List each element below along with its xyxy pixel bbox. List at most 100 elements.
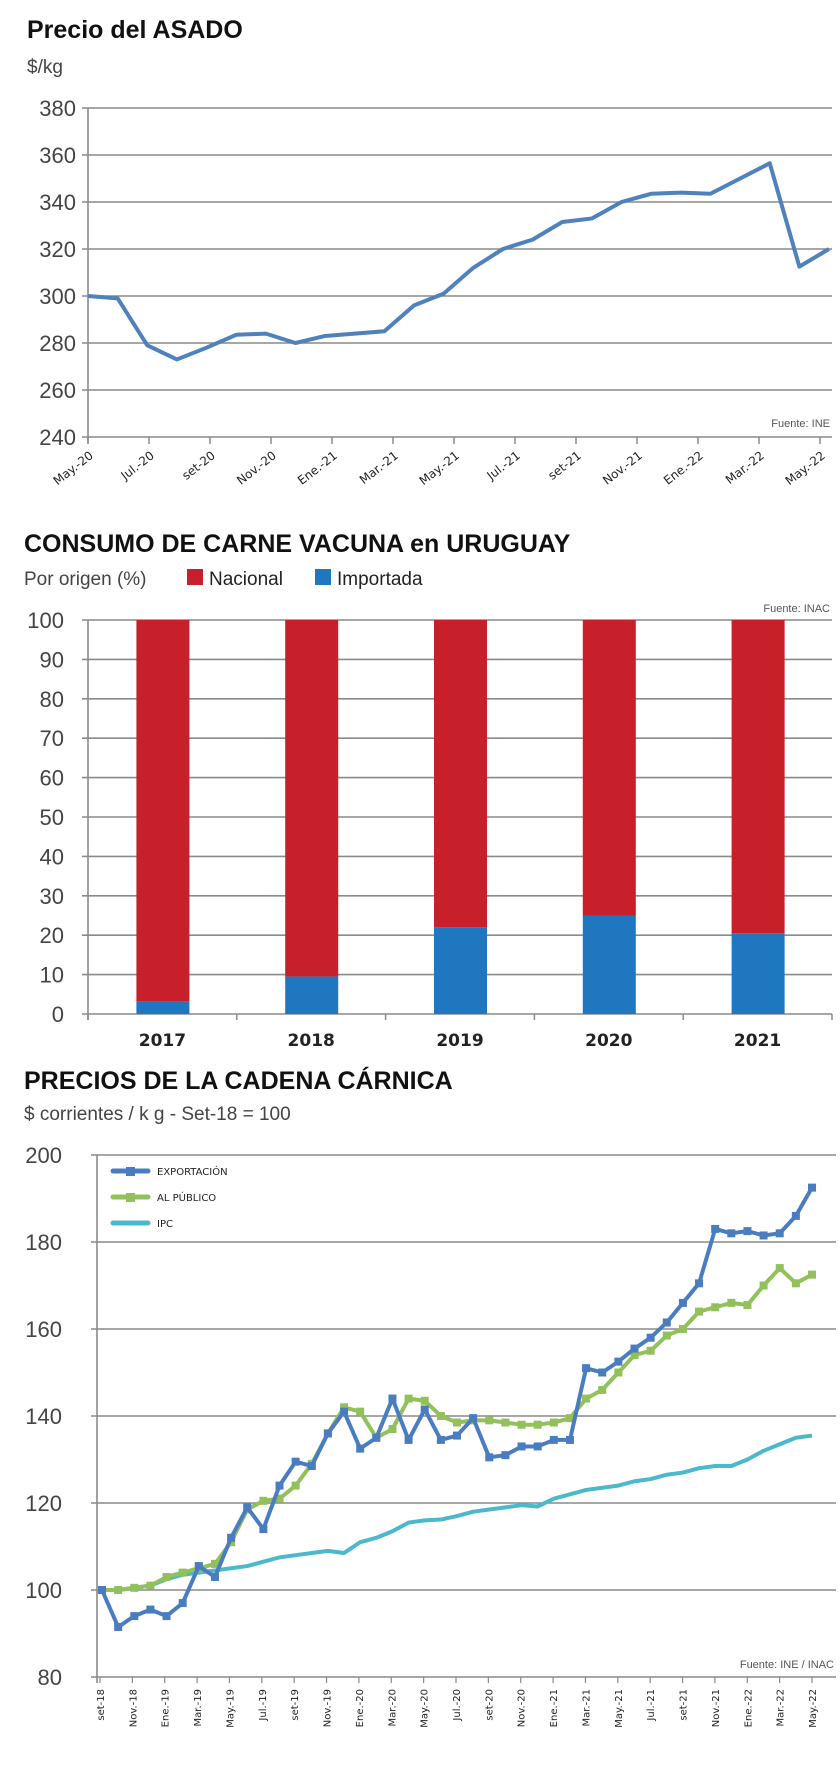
x-tick-label: 2018 xyxy=(288,1031,335,1051)
y-tick-label: 50 xyxy=(40,805,64,830)
data-point xyxy=(388,1394,397,1403)
data-point xyxy=(146,1581,155,1590)
data-point xyxy=(243,1503,252,1512)
data-point xyxy=(533,1442,542,1451)
data-point xyxy=(743,1301,752,1310)
legend-label: IPC xyxy=(157,1219,173,1230)
legend-marker xyxy=(126,1193,135,1202)
source-note: Fuente: INE / INAC xyxy=(740,1659,834,1671)
data-point xyxy=(565,1414,574,1423)
x-tick-label: Mar.-22 xyxy=(776,1689,787,1726)
x-tick-label: May.-22 xyxy=(808,1689,819,1728)
data-point xyxy=(275,1481,284,1490)
x-tick-label: 2020 xyxy=(585,1031,632,1051)
y-tick-label: 40 xyxy=(40,844,64,869)
data-point xyxy=(323,1429,332,1438)
data-point xyxy=(469,1414,478,1423)
x-tick-label: May.-21 xyxy=(614,1689,625,1728)
legend-marker xyxy=(126,1167,135,1176)
bar-importada-2018 xyxy=(285,976,339,1014)
data-point xyxy=(114,1586,123,1594)
x-tick-label: May.-20 xyxy=(420,1689,431,1728)
x-tick-label: Mar.-22 xyxy=(723,448,767,487)
x-tick-label: Nov.-19 xyxy=(323,1689,334,1727)
x-tick-label: Jul.-21 xyxy=(646,1689,657,1722)
x-tick-label: set-21 xyxy=(545,448,584,482)
y-tick-label: 320 xyxy=(39,237,76,262)
x-tick-label: Nov.-21 xyxy=(600,448,645,487)
x-tick-label: Jul.-20 xyxy=(452,1689,463,1722)
legend-swatch-nacional xyxy=(187,569,203,585)
data-point xyxy=(114,1622,123,1631)
x-tick-label: 2019 xyxy=(436,1031,483,1051)
data-point xyxy=(549,1418,558,1427)
data-point xyxy=(178,1568,187,1577)
data-point xyxy=(614,1357,623,1366)
series-line-EXPORTACIÓN xyxy=(100,1186,814,1629)
data-point xyxy=(630,1344,639,1353)
y-tick-label: 340 xyxy=(39,190,76,215)
data-point xyxy=(275,1494,284,1503)
data-point xyxy=(501,1451,510,1460)
y-tick-label: 10 xyxy=(40,963,64,988)
y-tick-label: 20 xyxy=(40,923,64,948)
y-tick-label: 30 xyxy=(40,884,64,909)
data-point xyxy=(630,1351,639,1360)
x-tick-label: May.-20 xyxy=(51,448,96,488)
data-point xyxy=(678,1325,687,1333)
data-point xyxy=(743,1227,752,1236)
x-tick-label: Ene.-21 xyxy=(295,448,340,487)
data-point xyxy=(162,1612,171,1621)
x-tick-label: Nov.-20 xyxy=(234,448,279,487)
source-note: Fuente: INE xyxy=(771,418,830,430)
x-tick-label: May.-22 xyxy=(783,448,828,488)
data-point xyxy=(678,1298,687,1307)
data-point xyxy=(420,1396,429,1405)
chart-title: Precio del ASADO xyxy=(27,16,243,44)
x-tick-label: set-20 xyxy=(484,1689,495,1721)
data-point xyxy=(227,1533,236,1542)
chart-subtitle: $ corrientes / k g - Set-18 = 100 xyxy=(24,1104,291,1125)
x-tick-label: Ene.-20 xyxy=(355,1689,366,1727)
x-tick-label: 2017 xyxy=(139,1031,186,1051)
x-tick-label: Mar.-19 xyxy=(193,1689,204,1726)
x-tick-label: May.-19 xyxy=(225,1689,236,1728)
x-tick-label: May.-21 xyxy=(417,448,462,488)
y-tick-label: 80 xyxy=(40,687,64,712)
data-point xyxy=(291,1457,300,1466)
series-line xyxy=(87,161,831,362)
data-point xyxy=(565,1435,574,1444)
data-point xyxy=(162,1572,171,1581)
bar-nacional-2019 xyxy=(434,620,487,928)
data-point xyxy=(695,1279,704,1288)
y-tick-label: 70 xyxy=(40,726,64,751)
data-point xyxy=(210,1559,219,1568)
data-point xyxy=(146,1605,155,1614)
data-point xyxy=(695,1307,704,1316)
x-tick-label: Mar.-20 xyxy=(387,1689,398,1726)
data-point xyxy=(614,1368,623,1377)
y-tick-label: 380 xyxy=(39,96,76,121)
y-tick-label: 100 xyxy=(25,1578,62,1603)
data-point xyxy=(356,1444,365,1453)
data-point xyxy=(130,1583,139,1592)
legend-label: AL PÚBLICO xyxy=(157,1191,216,1204)
data-point xyxy=(436,1435,445,1444)
bar-nacional-2017 xyxy=(136,620,190,1002)
data-point xyxy=(501,1418,510,1427)
bar-importada-2019 xyxy=(434,927,487,1014)
data-point xyxy=(194,1562,203,1571)
x-tick-label: Ene.-22 xyxy=(661,448,706,487)
data-point xyxy=(210,1572,219,1581)
data-point xyxy=(808,1270,816,1279)
data-point xyxy=(307,1462,316,1471)
legend-label: EXPORTACIÓN xyxy=(157,1165,228,1178)
data-point xyxy=(598,1368,607,1377)
x-tick-label: set-18 xyxy=(96,1689,107,1721)
data-point xyxy=(291,1481,300,1490)
y-axis-label: $/kg xyxy=(27,57,63,78)
data-point xyxy=(549,1435,558,1444)
y-tick-label: 240 xyxy=(39,425,76,450)
chart-title: PRECIOS DE LA CADENA CÁRNICA xyxy=(24,1066,453,1095)
